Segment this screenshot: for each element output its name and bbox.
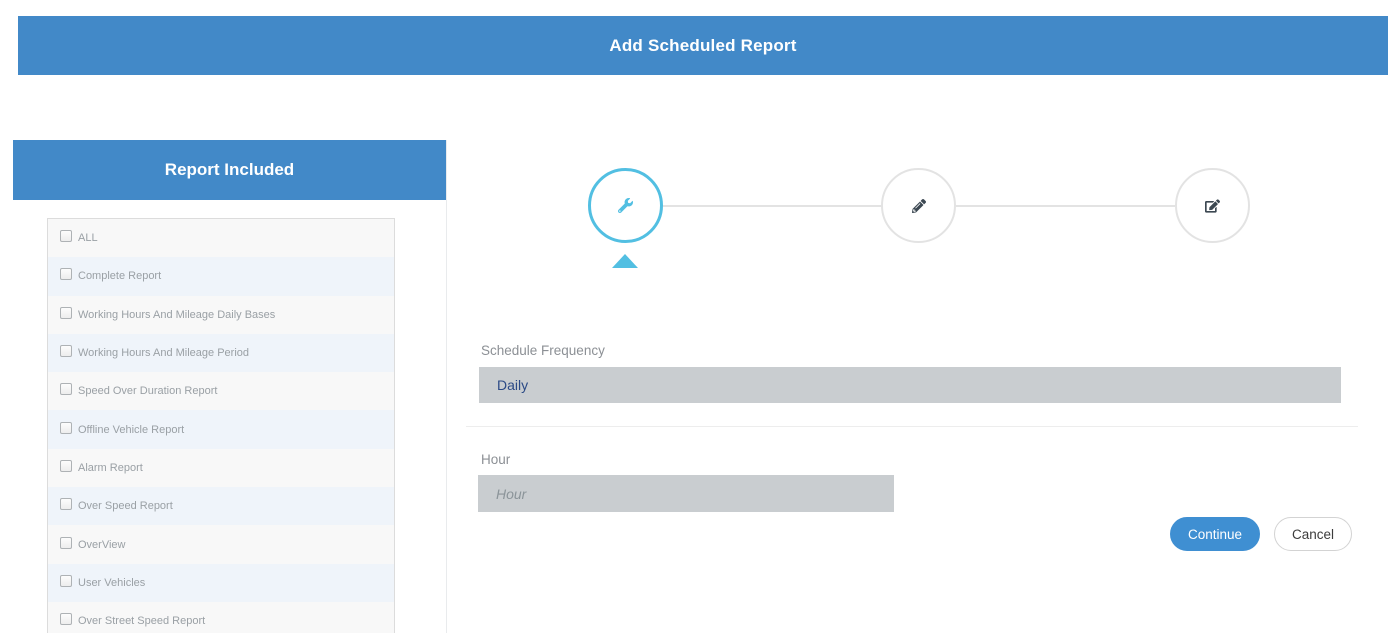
stepper-step-3-review[interactable]: [1175, 168, 1250, 243]
report-checkbox-offline-vehicle[interactable]: [60, 421, 72, 434]
report-item-label: Alarm Report: [78, 461, 143, 474]
report-list-item-all[interactable]: ALL: [48, 219, 394, 258]
schedule-frequency-value: Daily: [497, 377, 529, 393]
report-checkbox-over-speed[interactable]: [60, 498, 72, 511]
report-included-title: Report Included: [164, 160, 295, 179]
section-divider: [466, 426, 1358, 427]
pencil-icon: [911, 198, 926, 213]
report-item-label: Speed Over Duration Report: [78, 385, 218, 398]
report-list-item-alarm-report[interactable]: Alarm Report: [48, 448, 394, 488]
report-included-header: Report Included: [13, 140, 446, 200]
page-header: Add Scheduled Report: [18, 16, 1388, 75]
report-list-item-user-vehicles[interactable]: User Vehicles: [48, 563, 394, 602]
report-item-label: Working Hours And Mileage Period: [78, 347, 249, 360]
stepper-connector: [663, 205, 882, 207]
hour-label: Hour: [481, 452, 511, 467]
report-list-item-working-hours-period[interactable]: Working Hours And Mileage Period: [48, 333, 394, 373]
report-checkbox-all[interactable]: [60, 230, 72, 243]
report-included-panel: Report Included ALL Complete Report Work…: [13, 140, 447, 633]
report-item-label: Offline Vehicle Report: [78, 423, 185, 436]
report-checkbox-overview[interactable]: [60, 536, 72, 549]
report-checkbox-complete-report[interactable]: [60, 268, 72, 281]
cancel-button[interactable]: Cancel: [1274, 517, 1352, 551]
stepper-connector: [956, 205, 1175, 207]
report-checkbox-working-hours-period[interactable]: [60, 345, 72, 358]
report-item-label: ALL: [78, 232, 98, 245]
continue-button[interactable]: Continue: [1170, 517, 1260, 551]
report-item-label: Complete Report: [78, 270, 162, 283]
stepper-step-2-compose[interactable]: [881, 168, 956, 243]
edit-square-icon: [1205, 198, 1220, 213]
report-item-label: Over Speed Report: [78, 500, 173, 513]
hour-input[interactable]: [478, 475, 894, 512]
report-list-item-complete-report[interactable]: Complete Report: [48, 257, 394, 296]
report-list-item-overview[interactable]: OverView: [48, 525, 394, 564]
report-checkbox-speed-over-duration[interactable]: [60, 383, 72, 396]
wrench-icon: [618, 198, 633, 213]
report-list-item-offline-vehicle[interactable]: Offline Vehicle Report: [48, 410, 394, 449]
report-list-item-working-hours-daily[interactable]: Working Hours And Mileage Daily Bases: [48, 295, 394, 334]
report-list-item-speed-over-duration[interactable]: Speed Over Duration Report: [48, 372, 394, 411]
report-checkbox-alarm-report[interactable]: [60, 459, 72, 472]
report-checkbox-working-hours-daily[interactable]: [60, 306, 72, 319]
report-item-label: Working Hours And Mileage Daily Bases: [78, 308, 276, 321]
report-checkbox-over-street-speed[interactable]: [60, 613, 72, 626]
report-item-label: User Vehicles: [78, 576, 146, 589]
page-title: Add Scheduled Report: [609, 35, 797, 55]
report-item-label: OverView: [78, 538, 126, 551]
report-list-item-over-speed[interactable]: Over Speed Report: [48, 487, 394, 526]
report-list-item-over-street-speed[interactable]: Over Street Speed Report: [48, 601, 394, 633]
active-step-pointer-icon: [612, 254, 638, 268]
schedule-frequency-select[interactable]: Daily: [479, 367, 1341, 403]
report-checkbox-user-vehicles[interactable]: [60, 574, 72, 587]
schedule-frequency-label: Schedule Frequency: [481, 343, 605, 358]
report-list: ALL Complete Report Working Hours And Mi…: [47, 218, 395, 633]
report-item-label: Over Street Speed Report: [78, 615, 206, 628]
stepper-step-1-settings[interactable]: [588, 168, 663, 243]
